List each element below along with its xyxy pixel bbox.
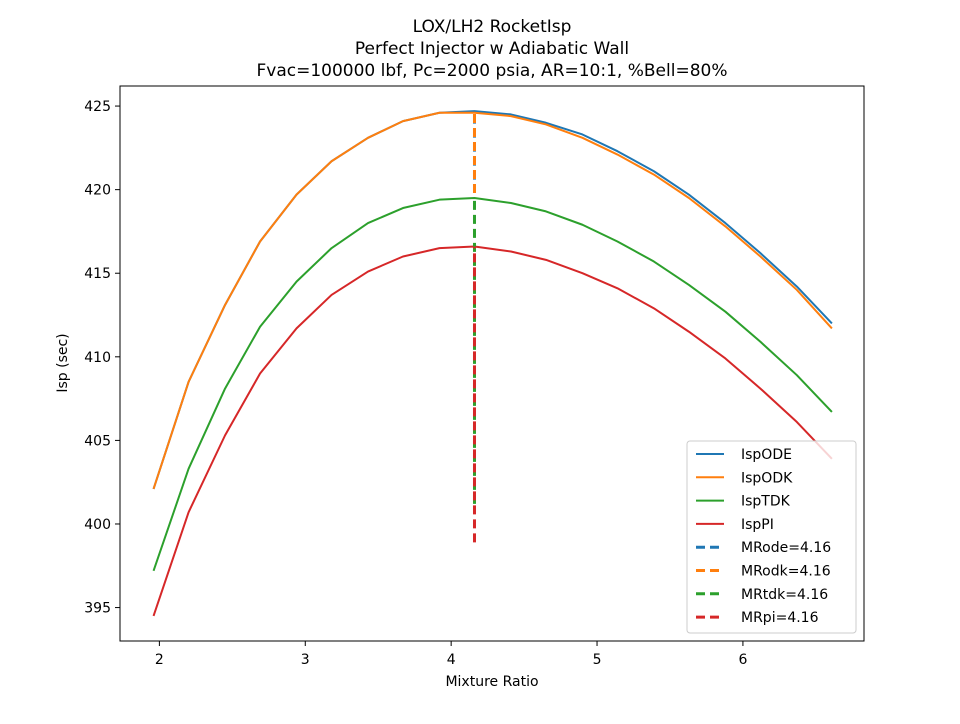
series-line-ispodk: [152, 111, 833, 490]
y-tick-label: 425: [84, 99, 111, 115]
y-tick-label: 405: [84, 433, 111, 449]
x-axis: 2 3 4 5 6: [155, 641, 747, 668]
chart-title-line-2: Perfect Injector w Adiabatic Wall: [355, 39, 629, 59]
chart-title-line-3: Fvac=100000 lbf, Pc=2000 psia, AR=10:1, …: [257, 61, 728, 81]
x-tick-label: 6: [738, 652, 747, 668]
legend-label-mrtdk-4-16: MRtdk=4.16: [741, 587, 828, 603]
legend-label-mrodk-4-16: MRodk=4.16: [741, 564, 831, 580]
x-tick-label: 3: [301, 652, 310, 668]
legend: IspODE IspODK IspTDK IspPI MRode=4.16 MRodk=4…: [686, 440, 857, 634]
legend-label-isptdk: IspTDK: [741, 494, 791, 510]
x-tick-label: 2: [155, 652, 164, 668]
x-axis-label: Mixture Ratio: [445, 674, 538, 690]
y-tick-label: 395: [84, 601, 111, 617]
legend-label-isppi: IspPI: [741, 517, 774, 533]
y-tick-label: 400: [84, 517, 111, 533]
series-line-isptdk: [152, 197, 833, 572]
axes-frame: [119, 85, 865, 642]
y-axis: 395 400 405 410 415 420 425: [84, 99, 120, 617]
legend-label-mrode-4-16: MRode=4.16: [741, 540, 831, 556]
y-tick-label: 420: [84, 183, 111, 199]
y-axis-label: Isp (sec): [55, 333, 71, 392]
plot-area: [152, 110, 833, 617]
legend-box: [686, 440, 857, 634]
x-tick-label: 4: [447, 652, 456, 668]
y-tick-label: 415: [84, 266, 111, 282]
chart-title-line-1: LOX/LH2 RocketIsp: [413, 17, 572, 37]
series-line-isppi: [152, 245, 833, 617]
legend-label-ispodk: IspODK: [741, 470, 793, 486]
x-tick-label: 5: [593, 652, 602, 668]
legend-label-ispode: IspODE: [741, 447, 792, 463]
legend-label-mrpi-4-16: MRpi=4.16: [741, 610, 819, 626]
y-tick-label: 410: [84, 350, 111, 366]
